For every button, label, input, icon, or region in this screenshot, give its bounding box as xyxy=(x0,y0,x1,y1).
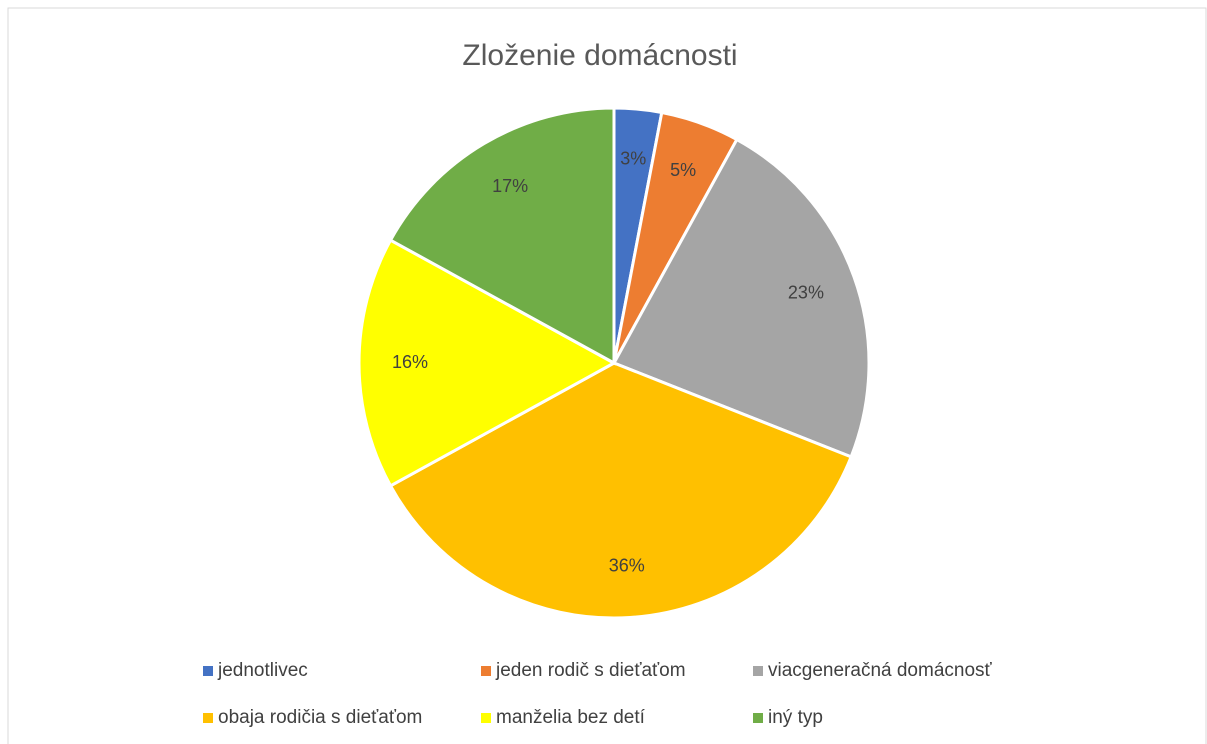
data-label: 23% xyxy=(788,283,824,303)
chart-title: Zloženie domácnosti xyxy=(462,39,737,72)
pie-slice xyxy=(388,361,854,620)
legend-label: obaja rodičia s dieťaťom xyxy=(218,707,422,728)
pie-slice xyxy=(357,238,618,488)
legend-swatch xyxy=(753,713,763,723)
pie-slice xyxy=(388,106,616,366)
legend-label: jeden rodič s dieťaťom xyxy=(495,660,686,681)
legend-label: iný typ xyxy=(768,707,823,728)
legend-swatch xyxy=(203,666,213,676)
legend-swatch xyxy=(481,713,491,723)
legend-label: manželia bez detí xyxy=(496,707,646,728)
legend-label: viacgeneračná domácnosť xyxy=(768,660,993,681)
pie-slice xyxy=(611,137,871,459)
data-label: 5% xyxy=(670,160,696,180)
data-label: 36% xyxy=(609,555,645,575)
legend-swatch xyxy=(753,666,763,676)
data-label: 16% xyxy=(392,352,428,372)
data-label: 17% xyxy=(492,176,528,196)
data-label: 3% xyxy=(620,149,646,169)
legend-swatch xyxy=(203,713,213,723)
legend-swatch xyxy=(481,666,491,676)
legend-label: jednotlivec xyxy=(217,660,308,681)
